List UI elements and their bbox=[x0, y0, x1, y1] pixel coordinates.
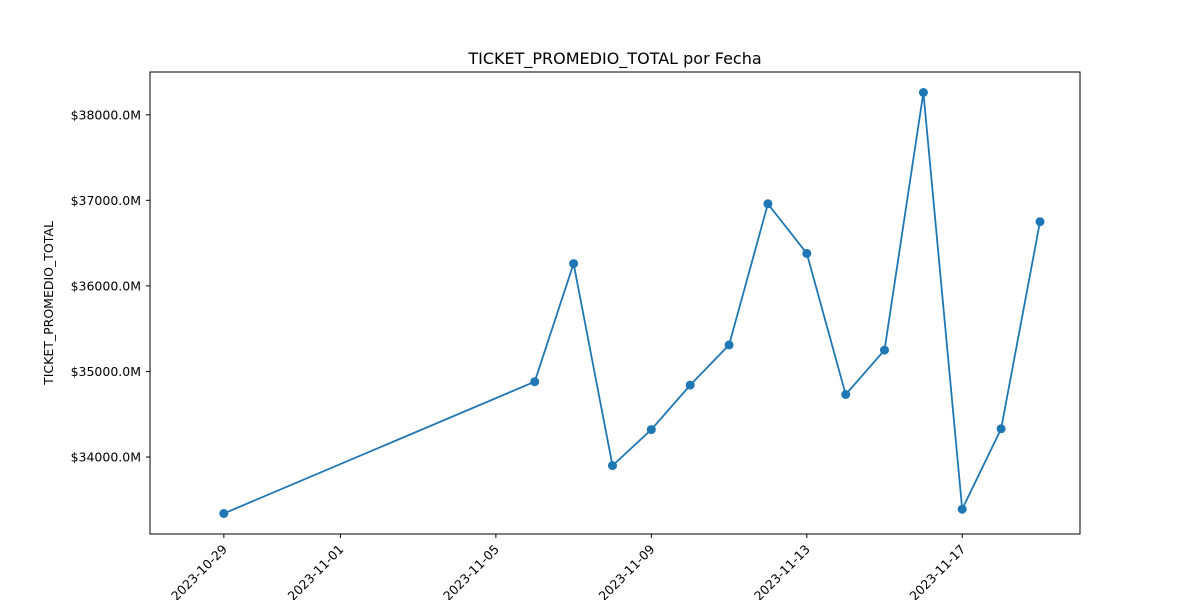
series-line bbox=[223, 92, 1041, 515]
data-points bbox=[219, 88, 1045, 518]
plot-frame bbox=[149, 71, 1081, 535]
data-point bbox=[957, 504, 967, 514]
y-axis: $34000.0M $35000.0M $36000.0M $37000.0M $380… bbox=[71, 107, 150, 465]
y-tick-label: $34000.0M bbox=[71, 450, 141, 465]
data-point bbox=[880, 345, 889, 355]
data-point bbox=[1035, 217, 1045, 227]
data-point bbox=[530, 377, 540, 387]
data-point bbox=[724, 340, 734, 350]
data-point bbox=[918, 88, 928, 97]
x-tick-label: 2023-11-13 bbox=[751, 542, 813, 600]
x-tick-label: 2023-11-05 bbox=[440, 542, 502, 600]
x-tick-label: 2023-10-29 bbox=[168, 541, 230, 600]
data-point bbox=[841, 390, 851, 399]
data-point bbox=[219, 509, 229, 518]
data-point bbox=[996, 424, 1006, 434]
data-point bbox=[763, 199, 773, 209]
x-tick-label: 2023-11-01 bbox=[285, 542, 347, 600]
y-axis-label: TICKET_PROMEDIO_TOTAL bbox=[41, 221, 56, 386]
y-tick-label: $35000.0M bbox=[71, 364, 141, 379]
data-point bbox=[802, 248, 812, 258]
data-point bbox=[608, 461, 617, 471]
data-point bbox=[685, 380, 695, 390]
x-tick-label: 2023-11-09 bbox=[595, 541, 657, 600]
y-tick-label: $38000.0M bbox=[71, 107, 141, 122]
y-tick-label: $37000.0M bbox=[71, 193, 141, 208]
chart-title: TICKET_PROMEDIO_TOTAL por Fecha bbox=[467, 49, 761, 69]
x-axis: 2023-10-29 2023-11-01 2023-11-05 2023-11-09… bbox=[168, 534, 968, 600]
data-point bbox=[646, 425, 656, 435]
x-tick-label: 2023-11-17 bbox=[906, 542, 968, 600]
y-tick-label: $36000.0M bbox=[71, 278, 141, 293]
data-point bbox=[569, 259, 579, 269]
